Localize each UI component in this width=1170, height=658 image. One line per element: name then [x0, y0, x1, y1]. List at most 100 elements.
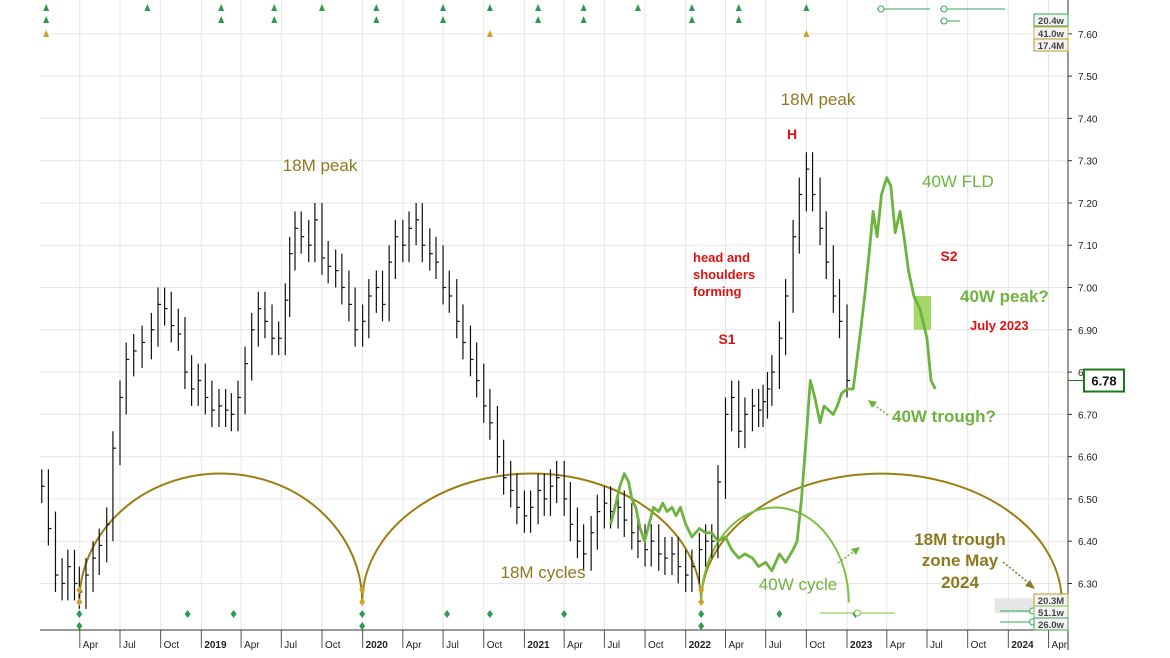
- cycle-markers: [43, 4, 1065, 630]
- tree-marker-icon: [634, 4, 641, 11]
- cycle-arc: [78, 472, 364, 603]
- x-tick-label: Jul: [446, 640, 459, 651]
- x-tick-label: 2023: [850, 640, 873, 651]
- tree-marker-icon: [218, 4, 225, 11]
- last-price-label: 6.78: [1091, 374, 1116, 389]
- y-tick-label: 7.30: [1078, 157, 1098, 168]
- y-tick-label: 7.20: [1078, 199, 1098, 210]
- cycle-badge-label: 51.1w: [1038, 608, 1064, 619]
- cycle-arc: [361, 472, 703, 603]
- annotation-hs-line-2: shoulders: [693, 267, 755, 282]
- cycle-badge-label: 41.0w: [1038, 29, 1064, 40]
- x-tick-label: Apr: [1052, 640, 1068, 651]
- tree-marker-icon: [735, 4, 742, 11]
- tree-marker-icon: [271, 4, 278, 11]
- y-tick-label: 6.50: [1078, 495, 1098, 506]
- cycle-badge: [1033, 38, 1069, 52]
- tree-marker-icon: [688, 4, 695, 11]
- y-tick-label: 7.60: [1078, 30, 1098, 41]
- tree-marker-icon: [218, 16, 225, 23]
- x-tick-label: Apr: [567, 640, 583, 651]
- y-tick-label: 7.40: [1078, 114, 1098, 125]
- tree-marker-icon: [535, 16, 542, 23]
- cycle-diamond-icon: [359, 610, 366, 618]
- x-tick-label: Jul: [607, 640, 620, 651]
- y-tick-label: 6.30: [1078, 579, 1098, 590]
- y-tick-label: 6.90: [1078, 326, 1098, 337]
- x-tick-label: Apr: [728, 640, 744, 651]
- cycle-pointer-head: [851, 547, 860, 555]
- cycle-diamond-icon: [698, 622, 705, 630]
- x-tick-label: 2021: [527, 640, 550, 651]
- annotation-trough-zone-2: zone May: [922, 551, 999, 570]
- y-tick-label: 7.50: [1078, 72, 1098, 83]
- annotation-18m-peak-2019: 18M peak: [283, 156, 358, 175]
- x-tick-label: 2020: [366, 640, 389, 651]
- x-tick-label: Apr: [406, 640, 422, 651]
- annotation-hs-line-1: head and: [693, 250, 750, 265]
- tree-marker-icon: [803, 4, 810, 11]
- x-tick-label: Jul: [930, 640, 943, 651]
- cycle-diamond-icon: [76, 598, 83, 606]
- cycle-arcs: [78, 472, 1063, 603]
- tree-marker-icon: [535, 4, 542, 11]
- x-tick-label: Jul: [769, 640, 782, 651]
- x-tick-label: Oct: [809, 640, 825, 651]
- projection-circle-icon: [877, 5, 885, 13]
- cycle-diamond-icon: [776, 610, 783, 618]
- y-tick-label: 6.60: [1078, 453, 1098, 464]
- tree-marker-icon: [144, 4, 151, 11]
- cycle-diamond-icon: [698, 610, 705, 618]
- fld-line: [609, 176, 937, 573]
- tree-marker-icon: [43, 30, 50, 37]
- x-tick-label: Oct: [164, 640, 180, 651]
- trough-pointer-head: [868, 400, 877, 408]
- cycle-diamond-icon: [359, 586, 366, 594]
- annotation-40w-fld: 40W FLD: [922, 172, 994, 191]
- annotation-40w-peak: 40W peak?: [960, 287, 1049, 306]
- cycle-diamond-icon: [561, 610, 568, 618]
- tree-marker-icon: [318, 4, 325, 11]
- x-tick-label: Jul: [284, 640, 297, 651]
- cycle-arc: [700, 473, 1063, 603]
- annotation-head: H: [787, 126, 797, 142]
- annotation-40w-trough: 40W trough?: [892, 407, 996, 426]
- x-tick-label: Oct: [971, 640, 987, 651]
- cycle-diamond-icon: [359, 598, 366, 606]
- tree-marker-icon: [580, 4, 587, 11]
- annotation-shoulder-1: S1: [718, 331, 735, 347]
- cycle-diamond-icon: [76, 622, 83, 630]
- tree-marker-icon: [373, 4, 380, 11]
- x-tick-label: Apr: [890, 640, 906, 651]
- tree-marker-icon: [440, 16, 447, 23]
- cycle-badge: [1033, 617, 1069, 631]
- annotation-18m-peak-2022: 18M peak: [781, 90, 856, 109]
- cycle-diamond-icon: [698, 586, 705, 594]
- x-tick-label: 2024: [1011, 640, 1034, 651]
- tree-marker-icon: [373, 16, 380, 23]
- annotation-trough-zone-1: 18M trough: [914, 530, 1006, 549]
- cycle-diamond-icon: [184, 610, 191, 618]
- annotations: 18M peak 18M peak H S1 S2 head and shoul…: [283, 90, 1049, 594]
- cycle-badge-label: 26.0w: [1038, 620, 1064, 631]
- tree-marker-icon: [271, 16, 278, 23]
- projection-circle-icon: [940, 17, 948, 25]
- tree-marker-icon: [486, 4, 493, 11]
- cycle-diamond-icon: [359, 622, 366, 630]
- cycle-badge: [1033, 13, 1069, 27]
- x-tick-label: Jul: [123, 640, 136, 651]
- trough-zone-pointer: [1002, 561, 1031, 585]
- projection-circle-icon: [854, 609, 861, 617]
- tree-marker-icon: [580, 16, 587, 23]
- cycle-badge-label: 20.4w: [1038, 16, 1064, 27]
- y-tick-label: 6.70: [1078, 410, 1098, 421]
- annotation-shoulder-2: S2: [940, 248, 957, 264]
- tree-marker-icon: [486, 30, 493, 37]
- cycle-diamond-icon: [230, 610, 237, 618]
- annotation-trough-zone-3: 2024: [941, 573, 979, 592]
- cycle-diamond-icon: [486, 610, 493, 618]
- y-tick-label: 7.00: [1078, 284, 1098, 295]
- cycle-diamond-icon: [444, 610, 451, 618]
- cycle-arc: [700, 506, 850, 603]
